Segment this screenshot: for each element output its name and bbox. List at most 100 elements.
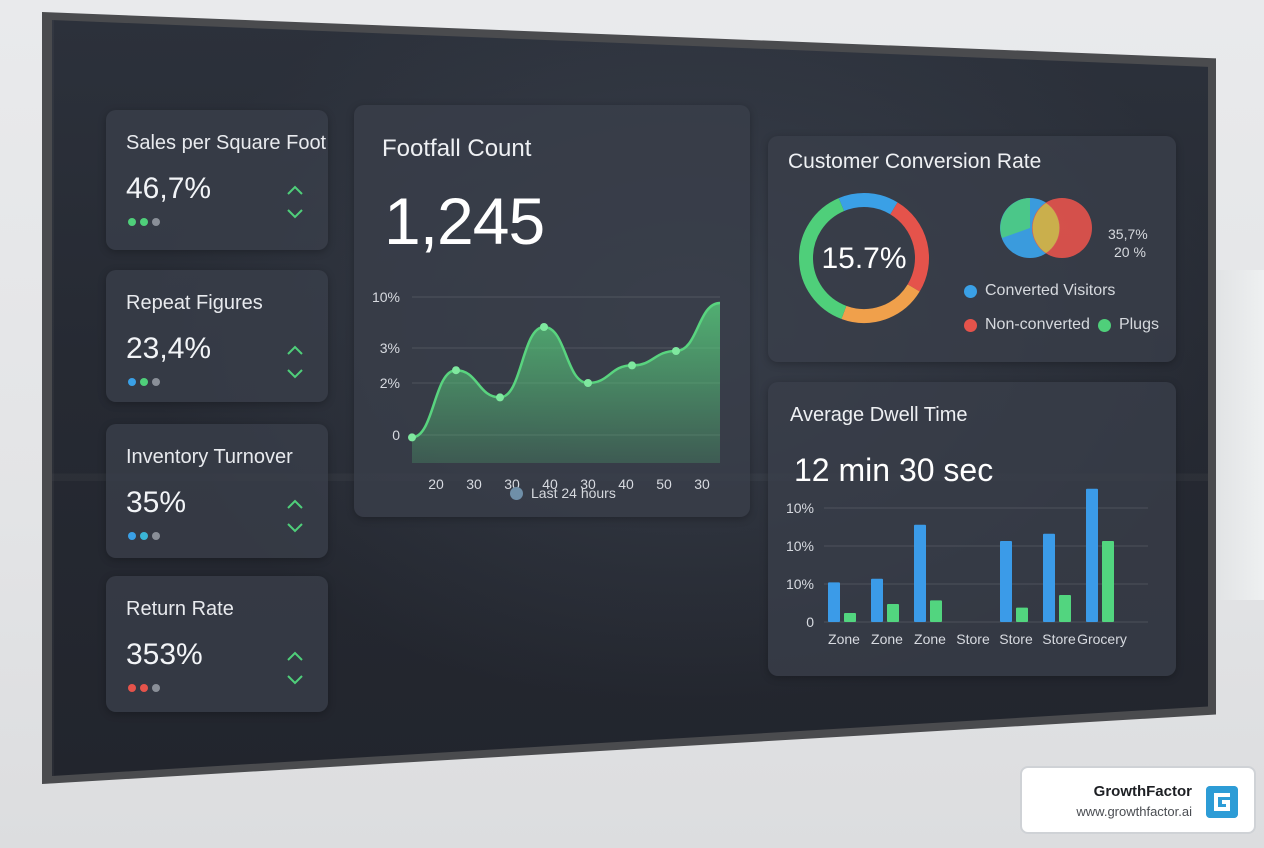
kpi-value: 353% <box>126 638 203 671</box>
brand-logo-icon <box>1206 786 1238 818</box>
venn-overlap <box>1032 203 1060 253</box>
status-dot <box>128 684 136 692</box>
kpi-title: Sales per Square Foot <box>126 132 327 154</box>
data-point <box>452 366 460 375</box>
bar-green <box>930 600 942 622</box>
bar-green <box>887 604 899 622</box>
brand-badge[interactable]: GrowthFactor www.growthfactor.ai <box>1020 766 1256 834</box>
chevron-down-icon[interactable] <box>286 368 304 380</box>
data-point <box>408 433 416 442</box>
y-tick-label: 10% <box>786 538 814 554</box>
donut-center-value: 15.7% <box>821 242 906 275</box>
pie-label-2: 20 % <box>1114 244 1146 260</box>
chevron-up-icon[interactable] <box>286 184 304 196</box>
kpi-card-repeat-figures[interactable]: Repeat Figures 23,4% <box>106 270 328 402</box>
bar-green <box>1016 607 1028 622</box>
brand-url[interactable]: www.growthfactor.ai <box>1076 804 1192 819</box>
kpi-dots <box>128 532 160 540</box>
status-dot <box>140 684 148 692</box>
footfall-legend-label: Last 24 hours <box>531 485 616 501</box>
x-tick-label: Store <box>999 631 1033 647</box>
chevron-up-icon[interactable] <box>286 344 304 356</box>
kpi-dots <box>128 218 160 226</box>
chevron-up-icon[interactable] <box>286 650 304 662</box>
x-tick-label: Grocery <box>1077 631 1127 647</box>
kpi-value: 35% <box>126 486 187 519</box>
kpi-dots <box>128 378 160 386</box>
y-tick-label: 2% <box>380 375 400 391</box>
bar-green <box>844 613 856 622</box>
legend-dot <box>1097 318 1111 332</box>
status-dot <box>152 218 160 226</box>
status-dot <box>140 218 148 226</box>
bar-blue <box>1000 541 1012 622</box>
y-tick-label: 0 <box>806 614 814 630</box>
chevron-up-icon[interactable] <box>286 498 304 510</box>
x-tick-label: Zone <box>871 631 903 647</box>
pie-label-1: 35,7% <box>1108 226 1148 242</box>
dwell-bar-chart: Zone Zone Zone Store Store Store Grocery 010%1… <box>786 488 1148 647</box>
kpi-dots <box>128 684 160 692</box>
donut-slice <box>799 198 847 319</box>
status-dot <box>152 378 160 386</box>
legend-label: Plugs <box>1118 316 1159 333</box>
area-fill <box>412 303 720 463</box>
legend-dot <box>510 486 523 500</box>
y-tick-label: 10% <box>786 576 814 592</box>
data-point <box>496 393 504 402</box>
kpi-title: Return Rate <box>126 598 234 620</box>
legend-dot <box>964 284 977 298</box>
conversion-card[interactable]: Customer Conversion Rate 15.7% 35,7% 20 … <box>768 136 1176 362</box>
footfall-title: Footfall Count <box>382 135 532 162</box>
status-dot <box>140 378 148 386</box>
x-tick-label: 40 <box>618 476 634 492</box>
bar-blue <box>1043 533 1055 622</box>
legend-dot <box>964 318 977 332</box>
x-tick-label: 30 <box>580 476 596 492</box>
status-dot <box>152 532 160 540</box>
legend-converted: Converted Visitors <box>964 282 1115 300</box>
chevron-down-icon[interactable] <box>286 208 304 220</box>
bar-blue <box>871 578 883 622</box>
y-tick-label: 0 <box>392 427 400 443</box>
status-dot <box>128 218 136 226</box>
conversion-venn-pie <box>1000 198 1092 258</box>
data-point <box>584 379 592 387</box>
bar-blue <box>828 582 840 622</box>
chevron-down-icon[interactable] <box>286 522 304 534</box>
x-tick-label: Zone <box>914 631 946 647</box>
venn-blue-wedge <box>1000 198 1030 238</box>
donut-slice <box>838 193 898 215</box>
legend-label: Non-converted <box>985 316 1090 333</box>
footfall-area-chart: 20 30 30 40 30 40 50 30 02%3%10% <box>372 289 721 492</box>
status-dot <box>128 532 136 540</box>
x-tick-label: 30 <box>466 476 482 492</box>
kpi-card-sales-per-sqft[interactable]: Sales per Square Foot 46,7% <box>106 110 328 250</box>
data-point <box>628 361 636 370</box>
data-point <box>672 347 680 355</box>
kpi-value: 46,7% <box>126 172 212 205</box>
dwell-card[interactable]: Average Dwell Time 12 min 30 sec Zone Zon… <box>768 382 1176 676</box>
chevron-down-icon[interactable] <box>286 674 304 686</box>
y-tick-label: 3% <box>380 340 400 356</box>
x-tick-label: Zone <box>828 631 860 647</box>
kpi-card-return-rate[interactable]: Return Rate 353% <box>106 576 328 712</box>
x-tick-label: 30 <box>694 476 710 492</box>
y-tick-label: 10% <box>786 500 814 516</box>
kpi-card-inventory-turnover[interactable]: Inventory Turnover 35% <box>106 424 328 558</box>
bar-blue <box>914 524 926 622</box>
y-tick-label: 10% <box>372 289 400 305</box>
conversion-title: Customer Conversion Rate <box>788 150 1042 173</box>
status-dot <box>152 684 160 692</box>
donut-slice <box>890 202 929 292</box>
status-dot <box>140 532 148 540</box>
dashboard-screen: Sales per Square Foot 46,7% Repeat Figur… <box>52 20 1208 776</box>
donut-slice <box>841 284 920 323</box>
legend-label: Converted Visitors <box>985 282 1116 299</box>
bar-green <box>1059 595 1071 622</box>
conversion-donut-chart: 15.7% <box>799 193 929 323</box>
x-tick-label: Store <box>956 631 990 647</box>
brand-name: GrowthFactor <box>1093 783 1192 800</box>
dwell-title: Average Dwell Time <box>790 404 968 426</box>
